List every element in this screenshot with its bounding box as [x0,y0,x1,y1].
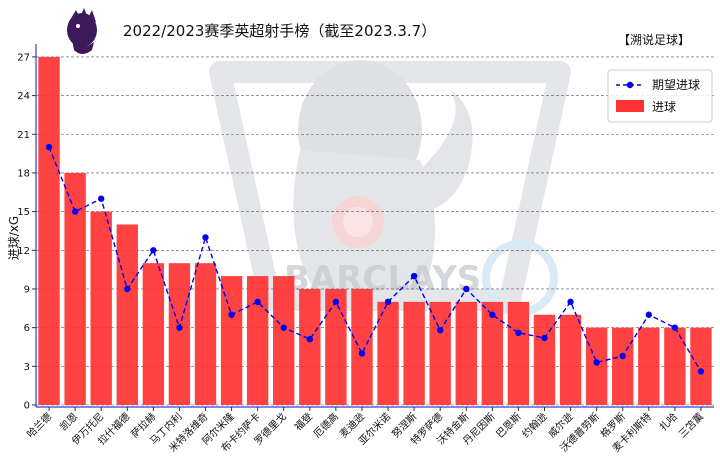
xg-point[interactable] [202,234,209,241]
xg-point[interactable] [176,324,183,331]
xg-point[interactable] [463,285,470,293]
bar-goals[interactable] [664,327,686,405]
x-tick-label: 巴恩斯 [493,410,523,440]
xg-point[interactable] [358,350,366,357]
xg-point[interactable] [306,336,314,343]
y-tick-label: 6 [24,323,30,334]
xg-point[interactable] [332,298,340,306]
y-tick-label: 24 [17,91,30,102]
xg-point[interactable] [697,368,705,375]
bar-goals[interactable] [559,314,582,405]
xg-point[interactable] [97,195,105,202]
bar-goals[interactable] [507,301,530,405]
bar-goals[interactable] [351,288,373,405]
legend-label-goals: 进球 [652,100,676,114]
xg-point[interactable] [384,298,392,306]
xg-point[interactable] [436,327,444,334]
source-label: 【溯说足球】 [618,32,690,47]
x-tick-label: 扎哈 [657,410,680,433]
x-tick-label: 哈兰德 [24,410,54,440]
bar-goals[interactable] [377,301,399,405]
bar-goals[interactable] [38,56,60,406]
bar-goals[interactable] [299,288,321,405]
bar-goals[interactable] [220,276,243,405]
line-series [45,143,705,375]
bar-goals[interactable] [481,301,504,405]
xg-point[interactable] [150,247,157,254]
y-tick-label: 27 [17,52,30,63]
xg-point[interactable] [71,208,79,215]
bar-goals[interactable] [64,172,86,405]
y-tick-label: 12 [17,246,30,257]
x-tick-label: 厄德高 [311,410,341,440]
xg-point[interactable] [645,311,653,318]
axes [35,44,714,408]
legend-label-xg: 期望进球 [652,78,700,92]
x-tick-label: 约翰逊 [519,410,549,440]
bar-goals[interactable] [168,263,191,405]
bar-goals[interactable] [638,327,660,405]
xg-point[interactable] [410,272,418,280]
y-axis-label: 进球/xG [7,216,21,260]
bar-goals[interactable] [273,276,295,405]
legend[interactable]: 期望进球 进球 [607,69,713,123]
x-tick-label: 福登 [292,410,315,433]
bar-goals[interactable] [116,224,138,406]
y-tick-label: 15 [17,207,30,218]
legend-bar-swatch [616,100,644,112]
y-tick-label: 18 [17,168,30,179]
bar-goals[interactable] [142,263,165,405]
bar-goals[interactable] [612,327,634,405]
xg-point[interactable] [45,143,53,151]
xg-point[interactable] [228,311,235,318]
y-tick-label: 21 [17,130,30,141]
x-tick-label: 三笘薫 [676,410,706,440]
bar-goals[interactable] [403,301,425,405]
bar-goals[interactable] [690,327,712,405]
premier-league-logo [67,8,97,54]
xg-point[interactable] [280,324,287,331]
premier-league-lion-icon [209,60,571,316]
xg-line [48,146,702,372]
xg-point[interactable] [619,352,626,360]
xg-point[interactable] [489,311,496,318]
xg-point[interactable] [254,298,261,306]
bar-goals[interactable] [246,276,269,405]
xg-point[interactable] [567,298,574,306]
y-tick-label: 0 [24,401,30,412]
bar-goals[interactable] [585,327,608,405]
y-tick-label: 9 [24,284,30,295]
xg-point[interactable] [124,285,131,293]
y-axis-ticks: 0 3 6 9 12 15 18 21 24 27 [17,52,36,412]
xg-point[interactable] [671,324,679,331]
y-tick-label: 3 [24,362,30,373]
xg-point[interactable] [515,329,522,336]
xg-point[interactable] [541,334,548,342]
bar-goals[interactable] [90,211,112,405]
x-tick-label: 凯恩 [57,410,80,433]
xg-point[interactable] [593,359,600,366]
bar-goals[interactable] [429,301,451,405]
legend-line-marker [626,81,634,89]
bar-goals[interactable] [325,288,347,405]
bar-goals[interactable] [455,301,477,405]
chart-title: 2022/2023赛季英超射手榜（截至2023.3.7） [123,22,436,40]
bar-goals[interactable] [194,263,217,405]
